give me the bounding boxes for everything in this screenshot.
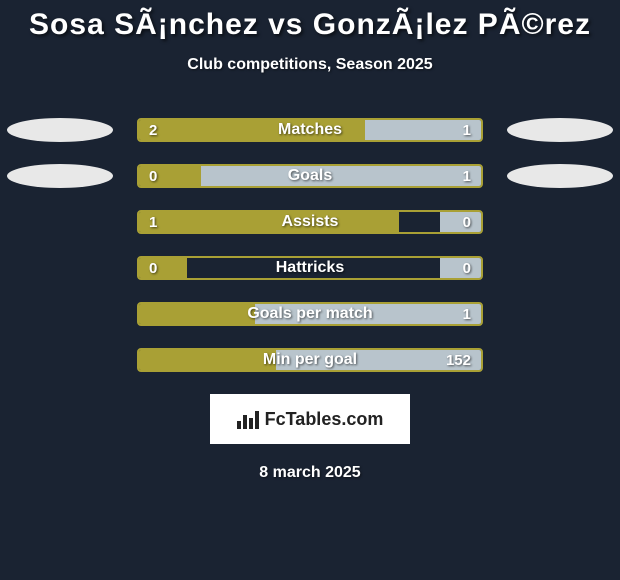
oval-spacer [507, 302, 613, 326]
player-right-oval [507, 164, 613, 188]
player-left-oval [7, 164, 113, 188]
player-right-oval [507, 118, 613, 142]
logo-text: FcTables.com [265, 409, 384, 430]
stat-row: 152Min per goal [0, 348, 620, 372]
oval-spacer [7, 210, 113, 234]
stat-row: 1Goals per match [0, 302, 620, 326]
stat-bar: 00Hattricks [137, 256, 483, 280]
stat-label: Assists [139, 212, 481, 232]
stat-bar: 21Matches [137, 118, 483, 142]
stat-label: Hattricks [139, 258, 481, 278]
page-title: Sosa SÃ¡nchez vs GonzÃ¡lez PÃ©rez [0, 8, 620, 42]
stat-bar: 1Goals per match [137, 302, 483, 326]
player-left-oval [7, 118, 113, 142]
stat-bar: 10Assists [137, 210, 483, 234]
subtitle: Club competitions, Season 2025 [0, 56, 620, 74]
oval-spacer [507, 348, 613, 372]
stat-label: Min per goal [139, 350, 481, 370]
stat-row: 00Hattricks [0, 256, 620, 280]
stat-label: Matches [139, 120, 481, 140]
date-label: 8 march 2025 [0, 464, 620, 482]
stat-bar: 01Goals [137, 164, 483, 188]
oval-spacer [7, 256, 113, 280]
stat-row: 10Assists [0, 210, 620, 234]
logo-box: FcTables.com [210, 394, 410, 444]
oval-spacer [7, 348, 113, 372]
stat-label: Goals [139, 166, 481, 186]
chart-icon [237, 409, 259, 429]
stat-label: Goals per match [139, 304, 481, 324]
stat-row: 01Goals [0, 164, 620, 188]
stat-row: 21Matches [0, 118, 620, 142]
oval-spacer [7, 302, 113, 326]
stat-rows: 21Matches 01Goals 10Assists 00Hattricks 1Goa… [0, 118, 620, 372]
oval-spacer [507, 256, 613, 280]
comparison-infographic: Sosa SÃ¡nchez vs GonzÃ¡lez PÃ©rez Club c… [0, 0, 620, 482]
stat-bar: 152Min per goal [137, 348, 483, 372]
oval-spacer [507, 210, 613, 234]
